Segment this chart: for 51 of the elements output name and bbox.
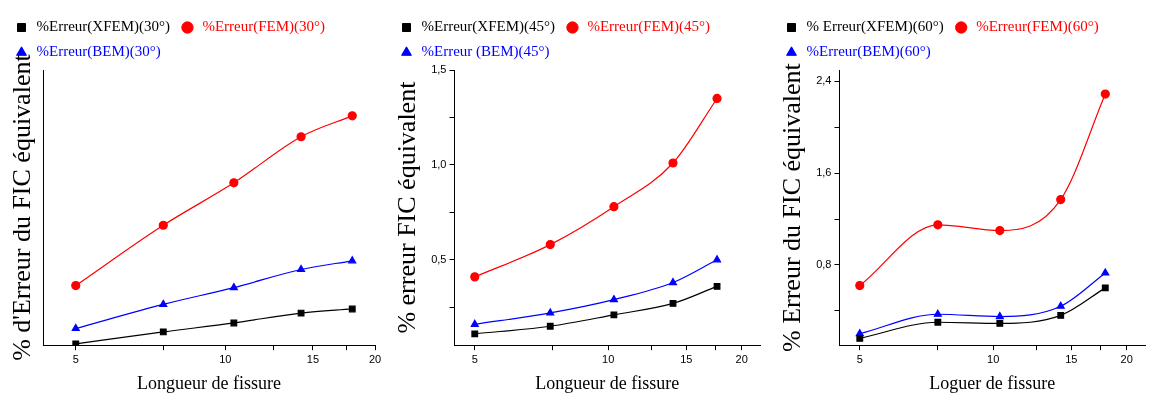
x-tick-label: 5: [72, 352, 79, 365]
point: [995, 225, 1005, 236]
y-tick-label: 0,8: [816, 257, 832, 270]
point: [995, 311, 1004, 320]
point: [1056, 194, 1066, 205]
legend-label: %Erreur(XFEM)(30°): [36, 18, 170, 36]
legend-label: %Erreur(FEM)(30°): [202, 18, 326, 36]
point: [230, 319, 238, 327]
point: [159, 299, 168, 307]
point: [297, 264, 306, 273]
legend-label: % Erreur(XFEM)(60°): [806, 18, 944, 36]
point: [158, 220, 168, 230]
legend-label: %Erreur(BEM)(30°): [36, 43, 161, 61]
x-tick-label: 20: [735, 352, 748, 365]
point: [229, 283, 238, 291]
legend-label: %Erreur(FEM)(45°): [587, 18, 711, 36]
y-tick-label: 1,0: [431, 157, 447, 170]
y-axis-title: % erreur FIC équivalent: [392, 80, 422, 334]
x-axis-title: Loguer de fissure: [929, 372, 1056, 393]
x-axis-title: Longueur de fissure: [535, 372, 680, 393]
x-tick-label: 15: [1065, 352, 1078, 365]
point: [159, 328, 167, 336]
point: [229, 178, 239, 188]
x-tick-label: 10: [602, 352, 615, 365]
x-tick-label: 5: [856, 352, 863, 365]
legend-label: %Erreur(BEM)(60°): [806, 43, 931, 61]
x-tick-label: 10: [987, 352, 1000, 365]
point: [933, 220, 943, 230]
x-tick-label: 10: [219, 352, 232, 365]
point: [296, 132, 306, 142]
point: [933, 309, 942, 317]
legend-label: %Erreur (BEM)(45°): [421, 43, 550, 61]
y-tick-label: 1,6: [816, 166, 832, 179]
point: [934, 318, 942, 326]
x-tick-label: 15: [680, 352, 693, 365]
y-tick-label: 1,5: [431, 63, 447, 76]
x-axis-title: Longueur de fissure: [137, 372, 282, 393]
legend-label: %Erreur(FEM)(60°): [976, 18, 1099, 36]
point: [1057, 311, 1065, 319]
y-tick-label: 0,5: [431, 252, 447, 265]
point: [1056, 301, 1065, 309]
y-axis-title: % d'Erreur du FIC équivalent: [7, 53, 37, 361]
x-tick-label: 20: [368, 352, 382, 365]
x-tick-label: 5: [471, 352, 478, 365]
y-axis-title: % Erreur du FIC équivalent: [777, 62, 807, 353]
legend-label: %Erreur(XFEM)(45°): [421, 18, 555, 36]
point: [996, 319, 1004, 327]
x-tick-label: 15: [306, 352, 320, 365]
x-tick-label: 20: [1120, 352, 1133, 365]
y-tick-label: 2,4: [816, 74, 832, 87]
point: [297, 309, 305, 317]
